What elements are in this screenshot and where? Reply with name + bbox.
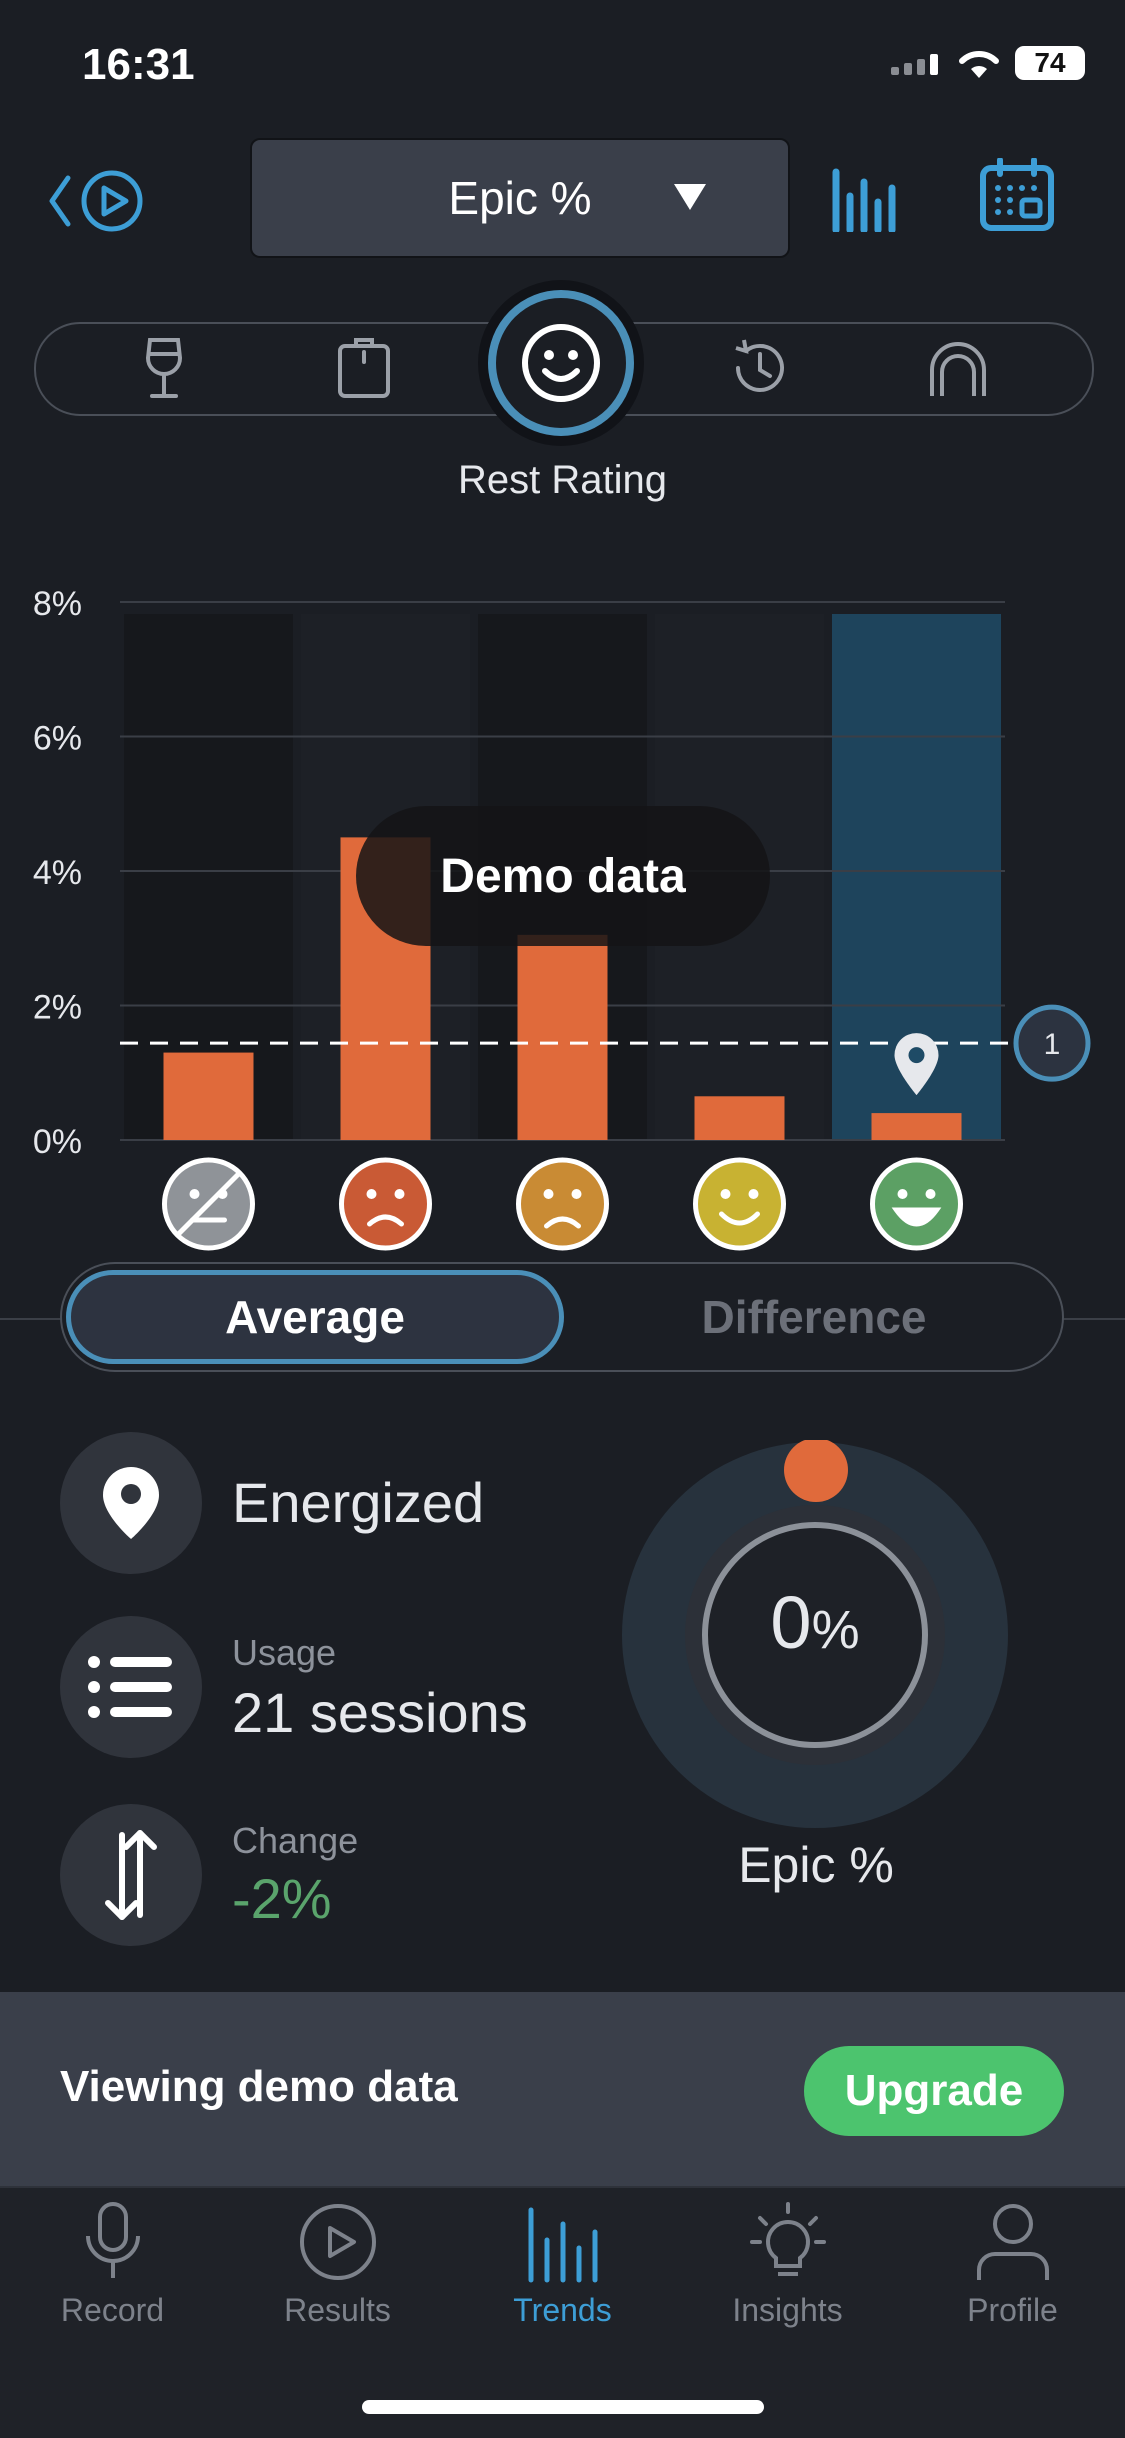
history-icon — [735, 339, 784, 392]
face-rested-icon — [693, 1157, 786, 1251]
gauge-unit: % — [811, 1600, 860, 1660]
usage-badge — [60, 1616, 202, 1758]
up-down-arrows-icon — [105, 1830, 157, 1920]
play-circle-icon — [81, 170, 143, 232]
calendar-icon — [980, 157, 1054, 231]
status-time: 16:31 — [82, 40, 195, 89]
bar — [163, 1052, 254, 1140]
upgrade-button[interactable]: Upgrade — [804, 2046, 1064, 2136]
list-icon — [88, 1656, 172, 1718]
tab-profile-label: Profile — [967, 2292, 1058, 2328]
cellular-signal-icon — [891, 54, 938, 75]
face-eye — [189, 1189, 200, 1199]
y-tick-label: 4% — [33, 854, 82, 892]
microphone-icon — [85, 2202, 140, 2278]
bar — [694, 1096, 785, 1140]
face-mouth — [891, 1207, 942, 1227]
location-pin-icon — [103, 1467, 159, 1539]
face-tired-icon — [516, 1157, 609, 1251]
face-eye — [897, 1189, 908, 1199]
location-pin-badge — [60, 1432, 202, 1574]
reference-badge — [1013, 1004, 1091, 1082]
y-tick-label: 2% — [33, 989, 82, 1027]
bar-chart-view-button[interactable] — [830, 158, 902, 237]
tab-trends[interactable]: Trends — [450, 2200, 675, 2329]
bar — [871, 1113, 962, 1140]
face-eye — [366, 1189, 377, 1199]
factor-history-button[interactable] — [728, 336, 792, 405]
pin-center — [908, 1047, 925, 1064]
tab-insights[interactable]: Insights — [675, 2200, 900, 2329]
tab-results[interactable]: Results — [225, 2200, 450, 2329]
difference-tab[interactable]: Difference — [701, 1291, 927, 1343]
play-icon — [299, 2204, 376, 2280]
tab-record-label: Record — [60, 2292, 165, 2328]
usage-label: Usage — [232, 1632, 337, 1673]
bar — [517, 934, 608, 1140]
home-indicator — [362, 2400, 764, 2414]
face-mouth — [367, 1214, 404, 1227]
face-mouth — [544, 1216, 581, 1229]
change-badge — [60, 1804, 202, 1946]
face-mouth — [719, 1211, 760, 1226]
change-label: Change — [232, 1820, 359, 1861]
wifi-icon — [959, 50, 999, 78]
gauge-marker-icon — [784, 1438, 848, 1502]
average-tab[interactable]: Average — [66, 1270, 564, 1364]
factor-arch-button[interactable] — [926, 336, 990, 405]
factor-title: Rest Rating — [458, 458, 667, 502]
y-tick-label: 8% — [33, 585, 82, 623]
usage-value: 21 sessions — [232, 1681, 528, 1744]
change-value: -2% — [232, 1867, 332, 1930]
factor-clipboard-button[interactable] — [334, 336, 394, 405]
y-tick-label: 0% — [33, 1123, 82, 1161]
column-background — [124, 614, 293, 1140]
y-tick-label: 6% — [33, 720, 82, 758]
person-icon — [976, 2204, 1049, 2280]
lightbulb-icon — [749, 2202, 826, 2276]
face-eye — [748, 1189, 759, 1199]
back-play-button[interactable] — [46, 168, 146, 239]
face-slash — [176, 1172, 241, 1236]
gauge-label: Epic % — [738, 1837, 894, 1893]
face-very-tired-icon — [339, 1157, 432, 1251]
face-energized-icon — [870, 1157, 963, 1251]
clipboard-icon — [338, 338, 390, 398]
bar-chart-icon — [832, 168, 896, 234]
smiley-icon — [522, 324, 600, 402]
factor-drink-button[interactable] — [134, 336, 194, 405]
face-eye — [543, 1189, 554, 1199]
tab-insights-label: Insights — [732, 2292, 843, 2328]
gauge-value: 0 — [770, 1581, 812, 1664]
chevron-left-icon — [49, 175, 71, 227]
face-eye — [925, 1189, 936, 1199]
battery-indicator: 74 — [1015, 46, 1085, 80]
tab-trends-label: Trends — [513, 2292, 612, 2328]
selected-category-label: Energized — [232, 1471, 485, 1534]
metric-dropdown-label: Epic % — [448, 172, 592, 224]
dropdown-arrow-icon — [674, 184, 706, 210]
bar-chart-icon — [528, 2207, 597, 2283]
tab-profile[interactable]: Profile — [900, 2200, 1125, 2329]
wine-glass-icon — [145, 338, 183, 398]
status-icons: 74 — [891, 46, 1085, 80]
demo-data-tooltip: Demo data — [356, 806, 770, 946]
demo-banner-text: Viewing demo data — [60, 2062, 458, 2111]
metric-dropdown[interactable]: Epic % — [250, 138, 790, 258]
epic-percent-gauge: 0% — [620, 1438, 1010, 1830]
arch-icon — [930, 342, 986, 396]
tab-record[interactable]: Record — [0, 2200, 225, 2329]
reference-badge-label: 1 — [1044, 1028, 1061, 1061]
location-pin-icon — [894, 1033, 939, 1096]
face-eye — [571, 1189, 582, 1199]
face-eye — [720, 1189, 731, 1199]
factor-rest-rating-button[interactable] — [488, 290, 634, 436]
tab-results-label: Results — [284, 2292, 391, 2328]
face-eye — [394, 1189, 405, 1199]
calendar-view-button[interactable] — [980, 157, 1054, 237]
rest-rating-bar-chart: 0% 2% 4% 6% 8% 1 — [33, 585, 1091, 1251]
